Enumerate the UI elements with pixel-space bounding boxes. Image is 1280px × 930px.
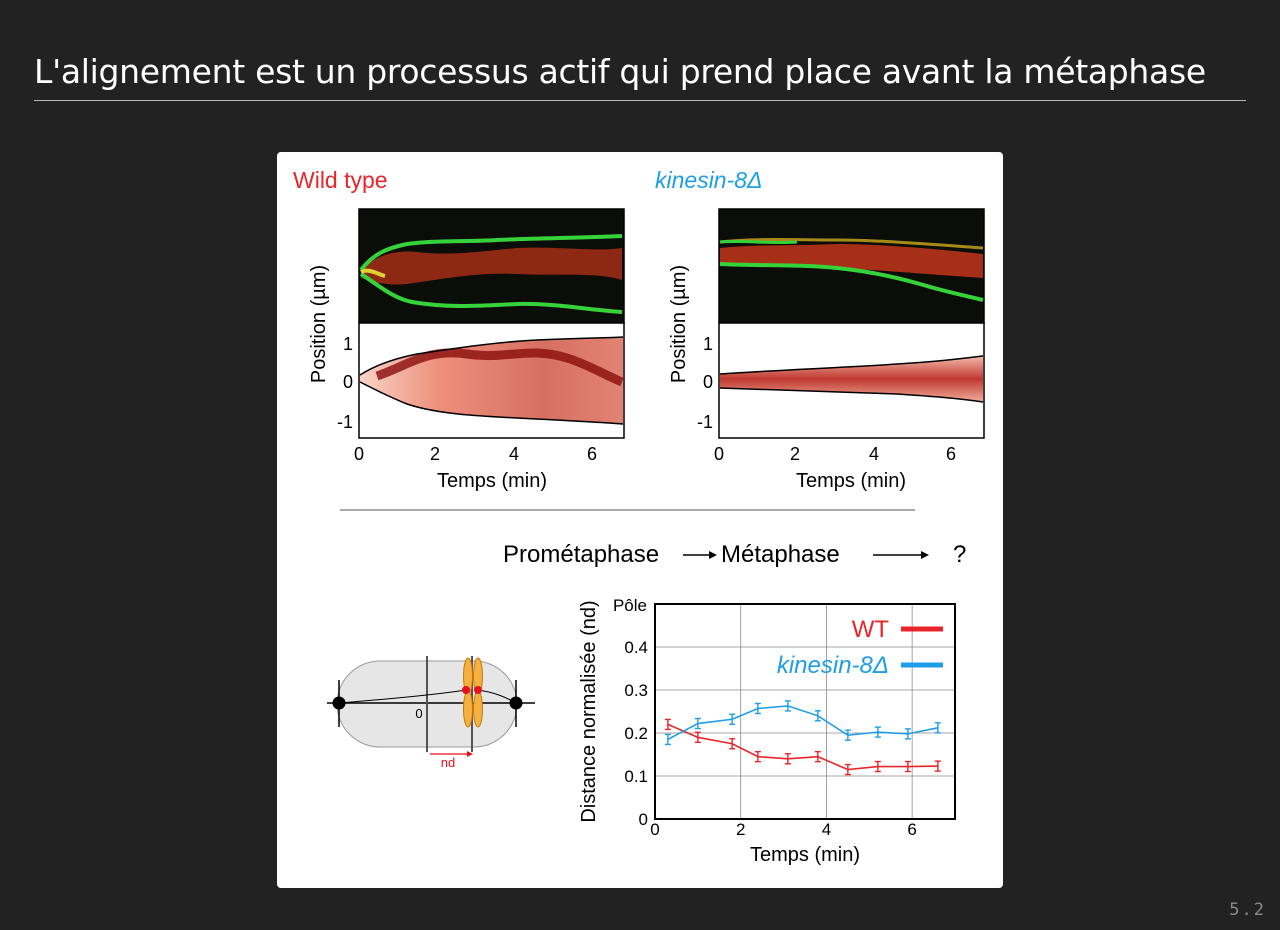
y-tick-label: 0 — [639, 810, 648, 829]
wt-ytick: 1 — [343, 334, 353, 354]
kinesin-x-axis-label: Temps (min) — [796, 470, 906, 492]
title-divider — [34, 100, 1246, 101]
wt-xtick: 6 — [587, 444, 597, 464]
slide-number: 5.2 — [1229, 900, 1266, 920]
kinesin-y-axis-label: Position (µm) — [668, 265, 690, 383]
wt-xtick: 2 — [430, 444, 440, 464]
kinesin-ytick: 1 — [703, 334, 713, 354]
y-tick-label: 0.1 — [624, 767, 648, 786]
kinesin-xtick: 4 — [869, 444, 879, 464]
nd-arrow-head-icon — [467, 751, 473, 757]
kinesin-xtick: 2 — [790, 444, 800, 464]
kinesin-heatmap — [718, 322, 985, 439]
plot-frame — [654, 603, 956, 820]
wt-xtick: 4 — [509, 444, 519, 464]
legend-label: WT — [852, 616, 890, 643]
x-tick-label: 2 — [736, 820, 745, 839]
kinesin-kymograph-image — [718, 208, 985, 324]
kinesin-xtick: 0 — [714, 444, 724, 464]
x-tick-label: 0 — [650, 820, 659, 839]
spindle-pole-right-icon — [509, 696, 523, 710]
spindle-schematic: 0 nd — [327, 656, 535, 770]
wt-ytick: -1 — [337, 412, 353, 432]
arrow-head-icon — [709, 551, 717, 559]
legend-label: kinesin-8Δ — [777, 652, 889, 679]
kinesin-y-axis: 1 0 -1 — [697, 334, 713, 432]
figure-svg: Wild type kinesin-8Δ 1 0 -1 Position (µm… — [293, 167, 985, 866]
y-tick-label: 0.4 — [624, 638, 648, 657]
series-line — [667, 723, 938, 771]
wt-ytick: 0 — [343, 372, 353, 392]
x-tick-label: 4 — [822, 820, 831, 839]
phase-sequence: Prométaphase Métaphase ? — [503, 541, 966, 568]
arrow-head-icon — [921, 551, 929, 559]
slide-title: L'alignement est un processus actif qui … — [34, 52, 1206, 91]
pole-label: Pôle — [613, 596, 647, 615]
kinesin-ytick: -1 — [697, 412, 713, 432]
wt-panel-label: Wild type — [293, 167, 388, 193]
wt-x-axis-label: Temps (min) — [437, 470, 547, 492]
phase-metaphase: Métaphase — [721, 541, 840, 568]
y-tick-label: 0.2 — [624, 724, 648, 743]
kinesin-ytick: 0 — [703, 372, 713, 392]
phase-prometaphase: Prométaphase — [503, 541, 659, 568]
kinesin-xtick: 6 — [946, 444, 956, 464]
wt-y-axis: 1 0 -1 — [337, 334, 353, 432]
kinesin-panel-label: kinesin-8Δ — [655, 167, 762, 193]
distance-line-chart: 0 0.1 0.2 0.3 0.4 0 2 4 6 Pôle Temps (min) Distance… — [578, 596, 956, 866]
wt-y-axis-label: Position (µm) — [308, 265, 330, 383]
y-axis-label: Distance normalisée (nd) — [578, 600, 600, 822]
phase-unknown: ? — [953, 541, 966, 568]
series-line — [667, 705, 939, 741]
schematic-zero-label: 0 — [415, 706, 422, 721]
schematic-nd-label: nd — [441, 755, 455, 770]
wt-x-axis: 0 2 4 6 — [354, 444, 597, 464]
wt-xtick: 0 — [354, 444, 364, 464]
x-axis-label: Temps (min) — [750, 844, 860, 866]
spindle-pole-left-icon — [332, 696, 346, 710]
kinesin-x-axis: 0 2 4 6 — [714, 444, 956, 464]
wt-kymograph-image — [358, 208, 625, 324]
wt-heatmap — [358, 322, 625, 439]
figure-card: Wild type kinesin-8Δ 1 0 -1 Position (µm… — [277, 152, 1003, 888]
y-tick-label: 0.3 — [624, 681, 648, 700]
x-tick-label: 6 — [907, 820, 916, 839]
